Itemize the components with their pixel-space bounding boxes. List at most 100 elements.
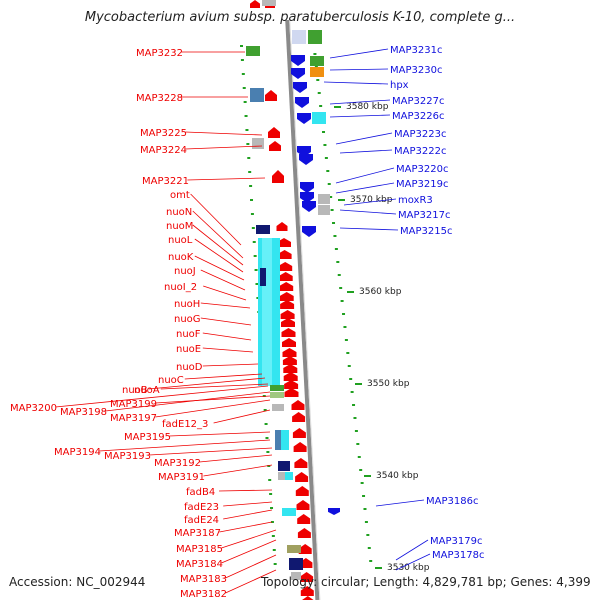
gene-leader-left	[155, 395, 271, 404]
gene-leader-left	[203, 464, 273, 477]
gene-tick	[250, 213, 254, 215]
gene-tick	[268, 479, 272, 481]
gene-arrow-reverse	[299, 154, 313, 165]
gene-leader-left	[105, 391, 271, 412]
gene-leader-left	[185, 131, 263, 136]
gene-label-left: nuoE	[176, 344, 201, 355]
scale-tick	[359, 469, 363, 471]
gene-label-left: MAP3232	[136, 48, 183, 59]
gene-tick	[250, 199, 254, 201]
scale-tick	[364, 521, 368, 523]
feature-block-navy	[260, 268, 266, 286]
gene-tick	[240, 45, 243, 47]
gene-tick	[242, 87, 246, 89]
gene-arrow-forward	[281, 318, 295, 327]
gene-leader-right	[335, 132, 393, 145]
gene-leader-left	[199, 454, 273, 463]
gene-arrow-reverse	[291, 68, 305, 79]
gene-label-right: MAP3223c	[394, 129, 446, 140]
feature-block-gray	[291, 572, 301, 580]
feature-block-navy	[256, 225, 270, 234]
scale-tick	[342, 313, 346, 315]
feature-block-gray	[262, 0, 276, 6]
scale-tick	[343, 326, 347, 328]
gene-leader-left	[218, 489, 273, 492]
gene-arrow-reverse	[300, 192, 314, 203]
gene-label-left: nuoB	[122, 385, 148, 396]
gene-leader-left	[169, 431, 271, 437]
gene-leader-left	[203, 285, 247, 301]
gene-label-left: MAP3191	[158, 472, 205, 483]
gene-arrow-forward	[279, 292, 294, 301]
gene-label-right: moxR3	[398, 195, 433, 206]
gene-tick	[248, 171, 252, 173]
kbp-label: 3570 kbp	[350, 195, 393, 205]
gene-leader-left	[192, 224, 244, 266]
gene-arrow-forward	[282, 348, 297, 357]
gene-arrow-forward	[284, 388, 299, 397]
gene-tick	[266, 451, 270, 453]
gene-leader-left	[99, 439, 271, 452]
gene-label-left: MAP3195	[124, 432, 171, 443]
gene-tick	[270, 521, 274, 523]
gene-tick	[265, 437, 269, 439]
scale-tick	[323, 144, 327, 146]
gene-label-left: omt	[170, 190, 190, 201]
scale-tick	[319, 105, 323, 107]
feature-block-steel	[275, 430, 281, 450]
scale-tick	[326, 170, 330, 172]
scale-tick	[344, 339, 348, 341]
gene-label-left: fadB4	[186, 487, 215, 498]
gene-label-left: MAP3200	[10, 403, 57, 414]
gene-label-left: nuoD	[176, 362, 203, 373]
gene-tick	[240, 59, 244, 61]
gene-label-left: MAP3183	[180, 574, 227, 585]
scale-tick	[363, 508, 367, 510]
gene-leader-left	[219, 521, 273, 533]
gene-label-left: MAP3194	[54, 447, 101, 458]
gene-arrow-forward	[265, 90, 277, 101]
feature-block-gray	[272, 404, 284, 411]
gene-label-left: MAP3185	[176, 544, 223, 555]
gene-tick	[251, 227, 255, 229]
scale-tick	[329, 196, 333, 198]
gene-leader-right	[339, 227, 399, 231]
gene-arrow-forward	[297, 528, 311, 538]
gene-leader-right	[329, 114, 391, 118]
feature-block-gray	[252, 138, 264, 149]
gene-leader-right	[329, 48, 389, 59]
gene-arrow-reverse	[302, 201, 316, 212]
gene-arrow-forward	[281, 328, 296, 337]
accession-label: Accession: NC_002944	[9, 575, 146, 589]
gene-arrow-forward	[295, 472, 309, 482]
scale-tick	[340, 300, 344, 302]
gene-label-left: fadE12_3	[162, 419, 208, 430]
feature-block-green-light	[270, 392, 284, 398]
gene-label-right: MAP3186c	[426, 496, 478, 507]
gene-arrow-forward	[294, 458, 308, 468]
kbp-tick	[334, 106, 341, 108]
feature-block-olive	[287, 545, 301, 553]
scale-tick	[316, 79, 320, 81]
gene-leader-left	[223, 501, 273, 507]
gene-leader-right	[323, 81, 389, 85]
gene-tick	[253, 255, 257, 257]
gene-label-left: nuoI_2	[164, 282, 197, 293]
kbp-tick	[364, 475, 371, 477]
gene-label-right: MAP3178c	[432, 550, 484, 561]
gene-leader-left	[184, 373, 263, 380]
gene-label-left: MAP3221	[142, 176, 189, 187]
gene-arrow-forward	[250, 0, 260, 8]
kbp-tick	[347, 291, 354, 293]
gene-leader-left	[221, 529, 277, 549]
gene-label-left: MAP3198	[60, 407, 107, 418]
gene-arrow-forward	[280, 300, 295, 309]
gene-tick	[273, 563, 277, 565]
gene-tick	[245, 129, 249, 131]
kbp-tick	[355, 383, 362, 385]
gene-leader-left	[202, 347, 254, 353]
gene-arrow-forward	[296, 500, 310, 510]
gene-tick	[255, 283, 259, 285]
